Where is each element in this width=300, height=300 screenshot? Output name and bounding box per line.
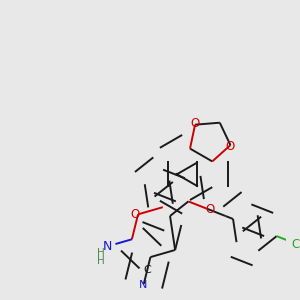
Text: O: O bbox=[130, 208, 140, 221]
Text: H: H bbox=[97, 256, 104, 266]
Text: Cl: Cl bbox=[291, 238, 300, 251]
Text: H: H bbox=[97, 248, 104, 258]
Text: O: O bbox=[190, 117, 200, 130]
Text: N: N bbox=[103, 240, 112, 253]
Text: C: C bbox=[143, 265, 151, 275]
Text: O: O bbox=[226, 140, 235, 153]
Text: O: O bbox=[206, 203, 215, 217]
Text: N: N bbox=[139, 280, 148, 290]
